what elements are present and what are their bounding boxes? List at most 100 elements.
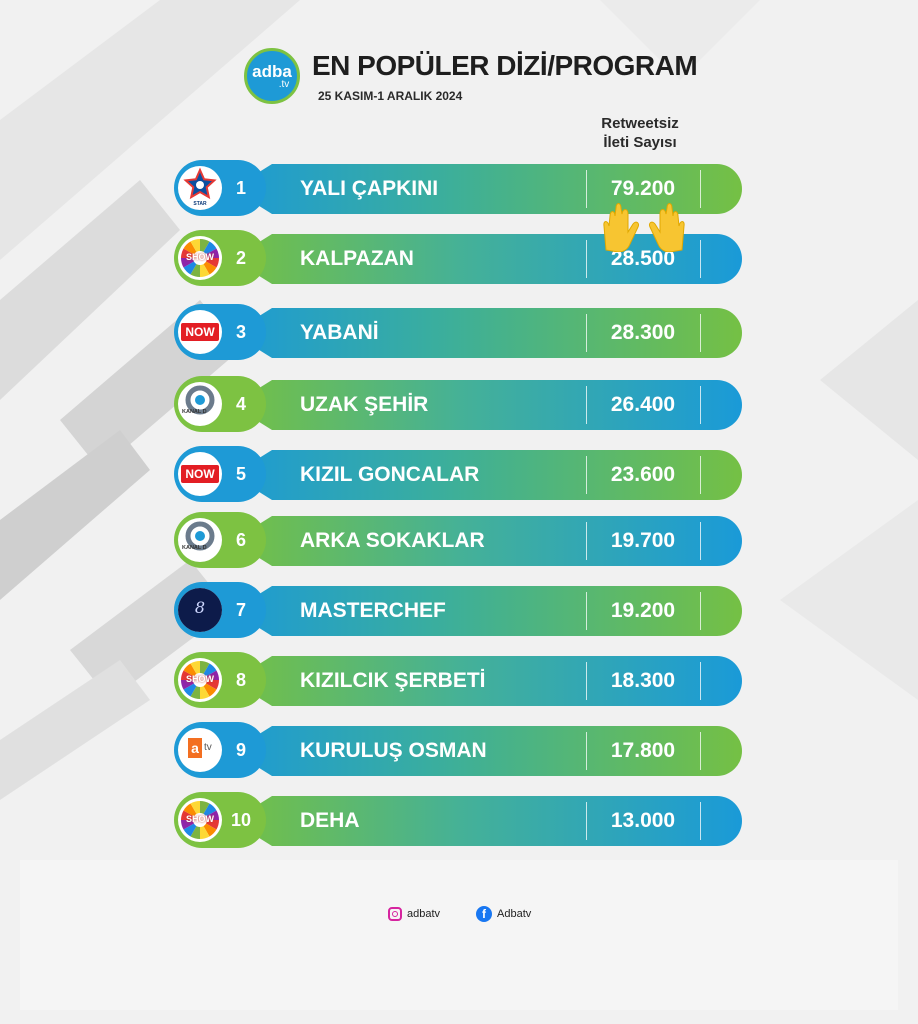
rank-badge: a tv 9 bbox=[174, 722, 266, 778]
post-count-value: 28.300 bbox=[610, 321, 676, 344]
program-name: KIZILCIK ŞERBETİ bbox=[300, 669, 486, 692]
show-tv-wheel-icon bbox=[181, 239, 219, 277]
row-divider bbox=[586, 592, 587, 630]
row-bar bbox=[232, 380, 742, 430]
rank-number: 4 bbox=[235, 394, 246, 414]
row-divider bbox=[700, 240, 701, 278]
facebook-handle: Adbatv bbox=[497, 908, 532, 920]
row-bar bbox=[232, 164, 742, 214]
program-name: MASTERCHEF bbox=[300, 599, 446, 622]
post-count-value: 18.300 bbox=[610, 669, 676, 692]
post-count-value: 19.700 bbox=[610, 529, 676, 552]
row-divider bbox=[700, 170, 701, 208]
channel-logo: SHOW bbox=[178, 798, 222, 842]
post-count-value: 26.400 bbox=[610, 393, 676, 416]
rank-number: 5 bbox=[235, 464, 246, 484]
post-count-value: 19.200 bbox=[610, 599, 676, 622]
channel-logo: STAR bbox=[178, 166, 222, 210]
instagram-icon bbox=[388, 907, 402, 921]
channel-logo: KANAL D bbox=[178, 518, 222, 562]
rank-badge: STAR 1 bbox=[174, 160, 266, 216]
adba-logo: adba .tv bbox=[244, 48, 300, 104]
table-row: KURULUŞ OSMAN 17.800 a tv 9 bbox=[172, 722, 744, 778]
row-bar bbox=[232, 796, 742, 846]
table-row: KIZIL GONCALAR 23.600 NOW 5 bbox=[172, 446, 744, 502]
rank-badge: SHOW 10 bbox=[174, 792, 266, 848]
rank-badge: SHOW 8 bbox=[174, 652, 266, 708]
atv-label: tv bbox=[204, 742, 212, 753]
table-row: ARKA SOKAKLAR 19.700 KANAL D 6 bbox=[172, 512, 744, 568]
column-header-line1: Retweetsiz bbox=[601, 115, 679, 132]
rank-badge: NOW 3 bbox=[174, 304, 266, 360]
rank-number: 2 bbox=[235, 248, 246, 268]
page-subtitle: 25 KASIM-1 ARALIK 2024 bbox=[318, 89, 463, 103]
row-divider bbox=[700, 314, 701, 352]
row-divider bbox=[586, 170, 587, 208]
rank-badge: SHOW 2 bbox=[174, 230, 266, 286]
value-column-header: Retweetsiz İleti Sayısı bbox=[580, 114, 700, 152]
row-divider bbox=[700, 456, 701, 494]
row-divider bbox=[700, 592, 701, 630]
row-divider bbox=[586, 522, 587, 560]
rank-badge: KANAL D 4 bbox=[174, 376, 266, 432]
table-row: DEHA 13.000 SHOW 10 bbox=[172, 792, 744, 848]
row-divider bbox=[586, 732, 587, 770]
row-divider bbox=[586, 802, 587, 840]
show-tv-wheel-icon bbox=[181, 801, 219, 839]
post-count-value: 17.800 bbox=[610, 739, 676, 762]
logo-sub-text: .tv bbox=[278, 79, 290, 90]
tv8-background bbox=[178, 588, 222, 632]
raising-hands-icon bbox=[603, 203, 685, 252]
table-row: YALI ÇAPKINI 79.200 STAR 1 bbox=[172, 160, 744, 216]
show-tv-label: SHOW bbox=[186, 814, 214, 824]
rank-number: 3 bbox=[235, 322, 246, 342]
row-divider bbox=[586, 456, 587, 494]
instagram-link[interactable]: adbatv bbox=[388, 904, 440, 924]
rank-number: 7 bbox=[235, 600, 246, 620]
channel-logo: 8 bbox=[178, 588, 222, 632]
program-name: KURULUŞ OSMAN bbox=[300, 739, 487, 762]
now-tv-icon: NOW bbox=[181, 465, 219, 483]
kanal-d-icon bbox=[185, 521, 215, 551]
program-name: DEHA bbox=[300, 809, 360, 832]
kanal-d-label: KANAL D bbox=[182, 409, 207, 415]
post-count-value: 28.500 bbox=[610, 247, 676, 270]
kanal-d-icon bbox=[185, 385, 215, 415]
row-divider bbox=[700, 662, 701, 700]
row-divider bbox=[700, 732, 701, 770]
table-row: MASTERCHEF 19.200 8 7 bbox=[172, 582, 744, 638]
post-count-value: 23.600 bbox=[610, 463, 676, 486]
program-name: YALI ÇAPKINI bbox=[300, 177, 439, 200]
channel-logo: NOW bbox=[178, 310, 222, 354]
show-tv-label: SHOW bbox=[186, 674, 214, 684]
table-row: UZAK ŞEHİR 26.400 KANAL D 4 bbox=[172, 376, 744, 432]
table-row: YABANİ 28.300 NOW 3 bbox=[172, 304, 744, 360]
row-divider bbox=[586, 662, 587, 700]
row-bar bbox=[232, 726, 742, 776]
post-count-value: 13.000 bbox=[610, 809, 676, 832]
atv-icon: a bbox=[188, 738, 202, 758]
tv8-icon: 8 bbox=[194, 598, 206, 617]
rank-badge: NOW 5 bbox=[174, 446, 266, 502]
channel-logo: a tv bbox=[178, 728, 222, 772]
logo-main-text: adba bbox=[252, 62, 292, 81]
channel-logo: NOW bbox=[178, 452, 222, 496]
header: adba .tv EN POPÜLER DİZİ/PROGRAM 25 KASI… bbox=[0, 0, 918, 160]
row-divider bbox=[700, 802, 701, 840]
program-name: KIZIL GONCALAR bbox=[300, 463, 480, 486]
show-tv-wheel-icon bbox=[181, 661, 219, 699]
table-row: KIZILCIK ŞERBETİ 18.300 SHOW 8 bbox=[172, 652, 744, 708]
post-count-value: 79.200 bbox=[610, 177, 676, 200]
now-tv-icon: NOW bbox=[181, 323, 219, 341]
rank-number: 6 bbox=[235, 530, 246, 550]
row-bar bbox=[232, 586, 742, 636]
channel-logo: KANAL D bbox=[178, 382, 222, 426]
rank-number: 8 bbox=[235, 670, 246, 690]
rank-badge: KANAL D 6 bbox=[174, 512, 266, 568]
row-divider bbox=[586, 314, 587, 352]
facebook-link[interactable]: f Adbatv bbox=[476, 904, 531, 924]
channel-logo: SHOW bbox=[178, 236, 222, 280]
program-name: ARKA SOKAKLAR bbox=[300, 529, 485, 552]
row-bar bbox=[232, 450, 742, 500]
